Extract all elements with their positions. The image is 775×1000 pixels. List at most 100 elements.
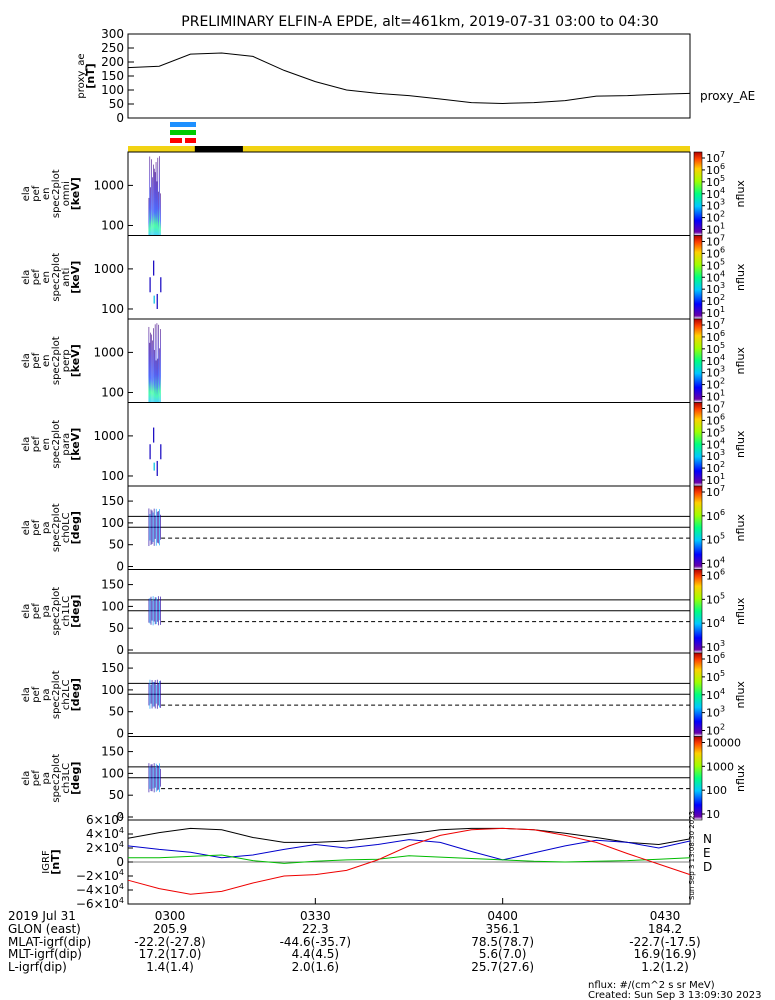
spec-panel-3-cbar-exponent: 4 bbox=[720, 436, 725, 445]
time-axis-label: 0300 bbox=[155, 909, 186, 923]
spec-panel-3-spectrogram-speck bbox=[156, 460, 158, 476]
pa-panel-1-ytick-label: 100 bbox=[101, 599, 124, 613]
pa-panel-2-cbar-exponent: 4 bbox=[720, 687, 725, 696]
spec-panel-2-cbar-exponent: 4 bbox=[720, 353, 725, 362]
pa-panel-2-ylabel-line: pef bbox=[31, 686, 42, 703]
pa-panel-3-cbar-label: 10000 bbox=[706, 737, 741, 750]
pa-panel-3-pa-column bbox=[149, 766, 151, 789]
spec-panel-0-spectrogram-column bbox=[152, 177, 153, 236]
spec-panel-1-spectrogram-speck bbox=[156, 293, 158, 309]
spec-panel-2-spectrogram-column bbox=[153, 328, 154, 403]
pa-panel-0-cbar-exponent: 6 bbox=[720, 508, 725, 517]
pa-panel-3-ylabel: ela pef pa spec2plot ch3LC[deg] bbox=[21, 754, 82, 803]
spec-panel-1-cbar-exponent: 2 bbox=[720, 293, 725, 302]
pa-panel-0-cbar-exponent: 7 bbox=[720, 484, 725, 493]
spec-panel-3-frame bbox=[127, 402, 691, 487]
pa-panel-1-pa-column bbox=[149, 598, 151, 624]
spec-panel-0-spectrogram-column bbox=[155, 162, 157, 236]
spec-panel-0-spectrogram-column bbox=[160, 193, 161, 236]
pa-panel-2-pa-column bbox=[154, 680, 156, 709]
spec-panel-2-spectrogram-column bbox=[152, 340, 153, 403]
pa-panel-3-ytick-label: 0 bbox=[116, 810, 124, 824]
spec-panel-0-spectrogram-column bbox=[156, 181, 158, 236]
pa-panel-2-pa-column bbox=[155, 684, 157, 704]
pa-panel-3-pa-column bbox=[153, 763, 155, 793]
pa-panel-1-pa-column bbox=[160, 596, 161, 625]
igrf-stamp: Sun Sep 3 13:08:30 2023 bbox=[688, 811, 696, 900]
pa-panel-3-ytick-label: 100 bbox=[101, 766, 124, 780]
spec-panel-2-spectrogram-column bbox=[156, 323, 158, 403]
pa-panel-0-ylabel-line: ela bbox=[21, 520, 32, 535]
spec-panel-1-spectrogram-speck bbox=[153, 295, 155, 304]
igrf-ytick-exponent: 4 bbox=[119, 868, 124, 877]
pa-panel-2-ylabel-line: ela bbox=[21, 687, 32, 702]
pa-panel-1-ylabel-line: spec2plot bbox=[51, 587, 62, 636]
pa-panel-3-pa-column bbox=[157, 765, 159, 790]
pa-panel-3-cbar-label: 1000 bbox=[706, 760, 734, 773]
pa-panel-3-ylabel-line: [deg] bbox=[69, 762, 82, 795]
spec-panel-2-ylabel-line: pef bbox=[31, 352, 42, 369]
igrf-D-line bbox=[127, 827, 691, 895]
pa-panel-3-ylabel-line: ch3LC bbox=[61, 763, 72, 794]
ephemeris-value: -44.6(-35.7) bbox=[280, 935, 351, 949]
spec-panel-1-frame bbox=[127, 235, 691, 320]
spec-panel-2-ylabel-line: perp bbox=[61, 349, 72, 372]
spec-panel-2-cbar-exponent: 2 bbox=[720, 377, 725, 386]
spec-panel-3-cbar-exponent: 2 bbox=[720, 460, 725, 469]
pa-panel-2-pa-column bbox=[153, 681, 155, 707]
figure-title: PRELIMINARY ELFIN-A EPDE, alt=461km, 201… bbox=[181, 14, 658, 30]
spec-panel-2-cbar-exponent: 7 bbox=[720, 317, 725, 326]
pa-panel-0-pa-column bbox=[150, 509, 152, 545]
ae-ytick-label: 300 bbox=[101, 27, 124, 41]
pa-panel-2-pa-column bbox=[156, 679, 158, 709]
spec-panel-0-spectrogram-column bbox=[157, 157, 159, 236]
pa-panel-1-pa-column bbox=[156, 599, 158, 622]
ephemeris-value: 1.4(1.4) bbox=[146, 960, 194, 974]
spec-panel-3-colorbar bbox=[693, 402, 703, 487]
spec-panel-1-ylabel-line: en bbox=[41, 271, 52, 284]
pa-panel-1-ylabel-line: pef bbox=[31, 603, 42, 620]
pa-panel-1-cbar-exponent: 3 bbox=[720, 639, 725, 648]
spec-panel-0-cbar-exponent: 4 bbox=[720, 186, 725, 195]
green-marker bbox=[170, 130, 196, 135]
spec-panel-3-spectrogram-speck bbox=[149, 444, 151, 460]
spec-panel-3-cbar-exponent: 7 bbox=[720, 401, 725, 410]
spec-panel-3-cbar-exponent: 5 bbox=[720, 424, 725, 433]
pa-panel-0-cbar-exponent: 4 bbox=[720, 556, 725, 565]
pa-panel-2-pa-column bbox=[159, 681, 160, 708]
pa-panel-2-ylabel-line: pa bbox=[41, 689, 52, 701]
igrf-ytick-label: 6×104 bbox=[86, 812, 124, 827]
pa-panel-0-ytick-label: 150 bbox=[101, 494, 124, 508]
ephemeris-row-label: MLT-igrf(dip) bbox=[8, 947, 82, 961]
igrf-ytick-label: 2×104 bbox=[86, 840, 124, 855]
pa-panel-1-pa-column bbox=[154, 597, 156, 625]
pa-panel-1-ytick-label: 0 bbox=[116, 643, 124, 657]
spec-panel-3-ylabel-line: pef bbox=[31, 436, 42, 453]
pa-panel-1-ylabel-line: pa bbox=[41, 605, 52, 617]
spec-panel-1-cbar-exponent: 1 bbox=[720, 305, 725, 314]
spec-panel-0-cbar-exponent: 2 bbox=[720, 210, 725, 219]
pa-panel-0-cbar-exponent: 5 bbox=[720, 532, 725, 541]
spec-panel-0-spectrogram-column bbox=[151, 159, 152, 236]
spec-panel-0-spectrogram-column bbox=[153, 164, 154, 236]
spec-panel-0-cbar-title-text: nflux bbox=[734, 180, 747, 208]
spec-panel-1-ylabel-line: spec2plot bbox=[51, 253, 62, 302]
time-axis-label: 0430 bbox=[650, 909, 681, 923]
spec-panel-3-cbar-exponent: 1 bbox=[720, 472, 725, 481]
ephemeris-value: 78.5(78.7) bbox=[471, 935, 534, 949]
pa-panel-2-ylabel-line: spec2plot bbox=[51, 670, 62, 719]
pa-panel-2-cbar-label: 106 bbox=[706, 651, 725, 666]
ephemeris-row-label: 2019 Jul 31 bbox=[8, 909, 76, 923]
spec-panel-0-spectrogram-column bbox=[150, 187, 151, 236]
pa-panel-0-pa-column bbox=[155, 508, 157, 546]
pa-panel-2-pa-column bbox=[157, 683, 159, 706]
pa-panel-2-cbar-label: 105 bbox=[706, 669, 725, 684]
pa-panel-2-cbar-title-text: nflux bbox=[734, 681, 747, 709]
igrf-ytick-exponent: 4 bbox=[119, 896, 124, 905]
pa-panel-0-ytick-label: 100 bbox=[101, 516, 124, 530]
spec-panel-0-colorbar bbox=[693, 151, 703, 236]
spec-panel-2-frame bbox=[127, 318, 691, 403]
pa-panel-1-ytick-label: 50 bbox=[109, 621, 124, 635]
